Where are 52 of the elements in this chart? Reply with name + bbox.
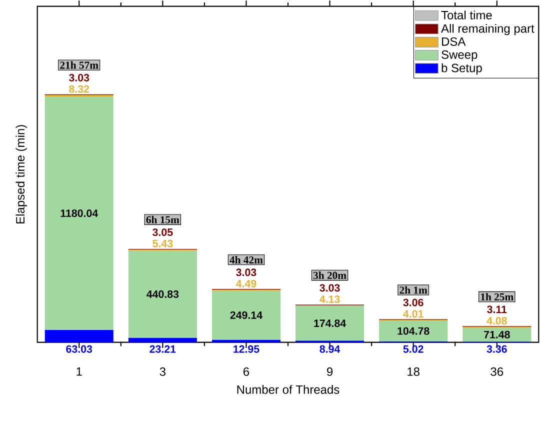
data-label: 4.08 xyxy=(486,316,507,325)
total-label: 4h 42m xyxy=(230,256,263,264)
data-label: 4.01 xyxy=(403,310,424,318)
data-label: 4.49 xyxy=(236,280,256,288)
x-tick-label: 6 xyxy=(243,367,250,376)
bar xyxy=(379,320,448,342)
x-tick-label: 1 xyxy=(76,367,82,376)
data-label: 12.95 xyxy=(234,345,260,353)
data-label: 3.03 xyxy=(236,268,256,276)
data-label: 174.84 xyxy=(314,320,346,328)
total-label: 21h 57m xyxy=(60,61,98,69)
data-label: 23.21 xyxy=(150,345,176,353)
data-label: 3.11 xyxy=(487,306,507,314)
data-label: 3.03 xyxy=(320,284,340,292)
total-label: 2h 1m xyxy=(400,286,428,294)
data-label: 3.03 xyxy=(68,74,90,82)
bar xyxy=(44,96,114,330)
data-label: 5.02 xyxy=(403,345,424,353)
data-label: 5.43 xyxy=(152,240,173,248)
legend-label: All remaining part xyxy=(441,24,534,36)
x-axis-title: Number of Threads xyxy=(237,385,340,394)
data-label: 8.94 xyxy=(320,345,340,353)
data-label: 3.36 xyxy=(486,345,507,353)
bar xyxy=(44,330,114,342)
legend-label: b Setup xyxy=(442,63,482,75)
data-label: 71.48 xyxy=(484,330,510,338)
bar xyxy=(128,250,197,338)
bar xyxy=(462,328,532,342)
legend-label: Sweep xyxy=(442,50,478,62)
data-label: 8.32 xyxy=(69,85,90,93)
x-tick-label: 36 xyxy=(490,367,504,376)
data-label: 63.03 xyxy=(66,345,92,353)
x-tick-label: 18 xyxy=(408,367,420,376)
data-label: 440.83 xyxy=(146,290,179,298)
x-tick-label: 9 xyxy=(327,367,333,376)
y-axis-title: Elapsed time (min) xyxy=(16,125,27,224)
legend-label: DSA xyxy=(442,37,466,46)
bar xyxy=(212,340,280,342)
total-label: 1h 25m xyxy=(481,293,514,301)
legend-label: Total time xyxy=(441,10,492,20)
data-label: 3.06 xyxy=(403,298,424,306)
bar xyxy=(212,290,280,340)
data-label: 4.13 xyxy=(320,295,340,303)
data-label: 1180.04 xyxy=(60,209,98,218)
x-tick-label: 3 xyxy=(160,367,166,376)
data-label: 249.14 xyxy=(230,311,262,319)
bar xyxy=(296,306,364,341)
total-label: 3h 20m xyxy=(313,271,346,279)
data-label: 104.78 xyxy=(398,327,430,335)
data-label: 3.05 xyxy=(152,228,173,236)
bar xyxy=(128,338,197,342)
total-label: 6h 15m xyxy=(146,216,180,224)
